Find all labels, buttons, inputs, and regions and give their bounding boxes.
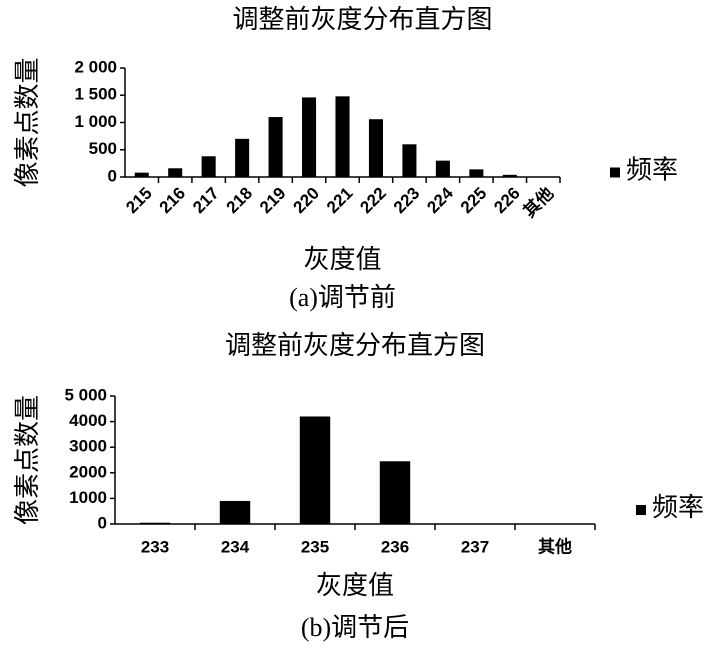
x-tick-label: 221: [323, 184, 356, 217]
y-tick-label: 500: [89, 139, 117, 158]
legend-label: 频率: [626, 155, 678, 184]
y-tick-label: 2 000: [74, 57, 117, 76]
y-axis-label: 像素点数量: [13, 395, 42, 525]
x-tick-label: 219: [256, 184, 289, 217]
x-tick-label: 224: [423, 183, 457, 217]
y-tick-label: 1 500: [74, 85, 117, 104]
bar: [368, 119, 383, 177]
bar: [268, 117, 283, 177]
y-tick-label: 2000: [69, 462, 107, 481]
x-tick-label: 226: [490, 184, 523, 217]
x-tick-label: 其他: [538, 536, 572, 556]
bar: [469, 169, 484, 177]
bar: [134, 172, 149, 177]
y-tick-label: 1 000: [74, 112, 117, 131]
x-tick-label: 236: [381, 537, 409, 556]
bar: [379, 461, 411, 524]
bar: [235, 138, 250, 177]
x-tick-label: 237: [461, 537, 489, 556]
caption: (a)调节前: [289, 283, 396, 312]
y-tick-label: 0: [108, 166, 117, 185]
y-tick-label: 3000: [69, 437, 107, 456]
y-tick-label: 0: [98, 513, 107, 532]
x-tick-label: 222: [356, 184, 389, 217]
y-tick-label: 1000: [69, 488, 107, 507]
bar: [335, 96, 350, 177]
x-axis-label: 灰度值: [303, 245, 381, 274]
x-tick-label: 其他: [519, 183, 557, 221]
bar: [219, 500, 251, 524]
chart-title: 调整前灰度分布直方图: [225, 331, 485, 360]
bar: [299, 416, 331, 524]
bar: [139, 522, 171, 524]
x-tick-label: 225: [457, 184, 490, 217]
legend-swatch: [636, 505, 646, 515]
chart-title: 调整前灰度分布直方图: [232, 5, 492, 34]
x-tick-label: 217: [189, 184, 222, 217]
x-tick-label: 235: [301, 537, 329, 556]
x-tick-label: 216: [156, 184, 189, 217]
x-axis-label: 灰度值: [316, 571, 394, 600]
bar: [435, 160, 450, 177]
bar: [302, 97, 317, 177]
legend-label: 频率: [652, 493, 704, 522]
y-tick-label: 5 000: [64, 385, 107, 404]
bar: [168, 168, 183, 177]
x-tick-label: 234: [221, 537, 250, 556]
x-tick-label: 223: [390, 184, 423, 217]
y-axis-label: 像素点数量: [13, 57, 42, 187]
caption: (b)调节后: [301, 613, 409, 642]
legend-swatch: [610, 167, 620, 178]
bar: [502, 174, 517, 177]
y-tick-label: 4000: [69, 411, 107, 430]
bar: [402, 144, 417, 177]
bar: [201, 156, 216, 177]
x-tick-label: 215: [122, 184, 155, 217]
x-tick-label: 218: [223, 184, 256, 217]
x-tick-label: 233: [141, 537, 169, 556]
x-tick-label: 220: [290, 184, 323, 217]
